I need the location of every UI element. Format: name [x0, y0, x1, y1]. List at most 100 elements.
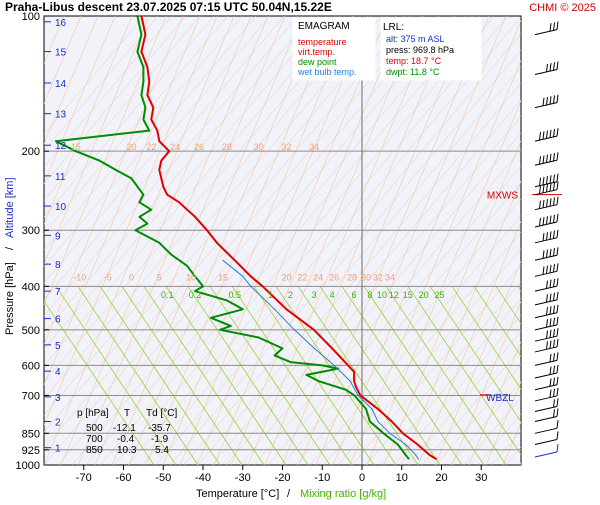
temperature-tick-label: 10: [396, 472, 408, 484]
wind-barb-feather: [556, 94, 559, 103]
wind-barb-feather: [556, 352, 559, 361]
temperature-tick-label: -50: [155, 472, 171, 484]
series-point: [417, 443, 419, 446]
legend-box: EMAGRAM temperature virt.temp. dew point…: [292, 17, 376, 81]
wind-barb: [534, 352, 559, 366]
wind-barb-feather: [553, 197, 555, 206]
series-point: [234, 259, 236, 261]
legend-entry-virt-temp: virt.temp.: [298, 47, 335, 57]
mixing-ratio-line: [429, 286, 521, 423]
altitude-tick-label: 9: [55, 231, 61, 242]
wind-barb-feather: [546, 176, 548, 185]
x-axis-title: Temperature [°C] / Mixing ratio [g/kg]: [196, 488, 386, 500]
series-point: [146, 223, 148, 225]
adiabat-label: 5: [157, 272, 162, 282]
dry-adiabat-line: [44, 16, 173, 168]
wind-barb-feather: [553, 230, 555, 239]
series-point: [274, 354, 276, 356]
series-point: [140, 34, 142, 36]
series-point: [391, 420, 393, 423]
y-axis-title-sep: /: [4, 246, 16, 250]
altitude-tick-label: 1: [55, 444, 61, 455]
wind-barb-shaft: [534, 451, 558, 458]
dry-adiabat-line: [113, 16, 495, 465]
dry-adiabat-line: [197, 82, 521, 465]
series-point: [313, 329, 315, 331]
wind-barb-feather: [549, 279, 552, 288]
wind-barb: [534, 376, 559, 391]
series-point: [186, 209, 188, 211]
table-row-850-p: 850: [86, 445, 103, 456]
moist-adiabat-line: [196, 16, 388, 465]
altitude-tick-label: 15: [55, 48, 67, 59]
wind-barb-feather: [549, 96, 552, 105]
moist-adiabat-line: [44, 16, 218, 426]
wind-barb-feather: [556, 338, 559, 347]
wind-barb-feather: [553, 174, 555, 183]
level-marker-mxws: MXWS: [487, 191, 518, 202]
y-axis-title: Pressure [hPa] / Altitude [km]: [4, 177, 16, 335]
table-row-700-td: -1.9: [151, 434, 169, 445]
wind-barb-shaft: [534, 29, 558, 36]
wind-barb-feather: [546, 63, 548, 72]
wind-barb-shaft: [534, 181, 558, 188]
mixing-ratio-line: [99, 286, 221, 465]
x-axis-title-sep: /: [287, 488, 291, 500]
series-point: [160, 177, 162, 179]
legend-entry-wet-bulb: wet bulb temp.: [297, 67, 357, 77]
wind-barb: [534, 364, 559, 379]
table-header-t: T: [124, 408, 130, 419]
wind-barb-feather: [542, 131, 545, 140]
dry-adiabat-line: [379, 298, 521, 465]
dry-adiabat-line: [225, 116, 521, 465]
mixing-ratio-label: 1: [268, 290, 273, 300]
wind-barb-feather: [546, 265, 548, 274]
series-point: [274, 308, 276, 310]
wind-barb-feather: [539, 177, 541, 186]
moist-adiabat-line: [44, 16, 201, 386]
dry-adiabat-line: [407, 331, 521, 465]
mixing-ratio-line: [121, 286, 243, 465]
lrl-alt: alt: 375 m ASL: [386, 34, 445, 44]
wind-barb-feather: [553, 399, 555, 408]
series-point: [150, 209, 152, 211]
moist-adiabat-line: [451, 301, 521, 465]
wind-barb: [534, 316, 559, 331]
series-point: [289, 361, 292, 363]
level-marker-wbzl: WBZL: [486, 393, 514, 404]
series-point: [156, 130, 158, 132]
altitude-tick-label: 7: [55, 287, 61, 298]
wind-barb: [534, 338, 559, 353]
wind-barb-shaft: [534, 159, 558, 166]
mixing-ratio-line: [385, 286, 507, 465]
wind-barb: [534, 431, 559, 445]
dry-adiabat-line: [44, 16, 299, 317]
temperature-tick-label: 30: [475, 472, 487, 484]
wind-barb: [534, 443, 559, 458]
wind-barb-feather: [542, 184, 545, 193]
moist-adiabat-line: [434, 260, 521, 465]
wind-barb-feather: [549, 366, 552, 375]
adiabat-label: 30: [361, 272, 371, 282]
wind-barb-feather: [542, 199, 545, 208]
series-point: [317, 380, 319, 382]
y-axis-title-altitude: Altitude [km]: [4, 177, 16, 238]
moist-adiabat-line: [383, 140, 521, 465]
series-point: [402, 432, 404, 434]
dry-adiabat-line: [44, 16, 369, 400]
adiabat-label: 0: [129, 272, 134, 282]
pressure-tick-label: 200: [22, 146, 40, 158]
legend-title: EMAGRAM: [298, 21, 350, 32]
wind-barb-feather: [556, 316, 559, 325]
wind-barb-feather: [553, 328, 555, 338]
wind-barb: [534, 213, 559, 228]
wind-barb: [534, 387, 559, 402]
series-point: [345, 389, 347, 391]
temperature-tick-label: -40: [195, 472, 211, 484]
adiabat-label: 34: [309, 142, 319, 152]
dry-adiabat-line: [44, 16, 159, 152]
legend-entry-dew-point: dew point: [298, 57, 337, 67]
wind-barb-feather: [546, 341, 548, 350]
table-row-850-td: 5.4: [155, 445, 169, 456]
wind-barb-feather: [553, 248, 555, 257]
